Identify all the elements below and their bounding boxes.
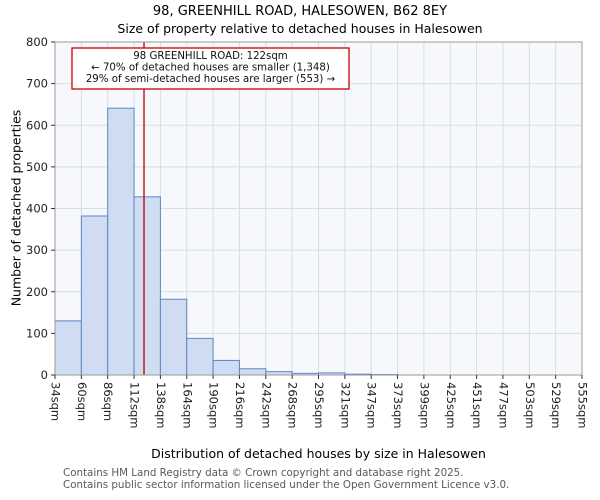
y-tick-label: 500: [26, 160, 48, 174]
y-tick-label: 800: [26, 35, 48, 49]
bar: [80, 215, 109, 376]
x-tick-label: 164sqm: [180, 382, 194, 428]
footer-line1: Contains HM Land Registry data © Crown c…: [63, 467, 464, 479]
x-tick-label: 555sqm: [576, 382, 590, 428]
x-tick-label: 112sqm: [128, 382, 142, 428]
x-tick-label: 399sqm: [417, 382, 431, 428]
bar: [54, 320, 82, 376]
bar: [159, 298, 188, 376]
x-tick-label: 190sqm: [207, 382, 221, 428]
y-tick-label: 600: [26, 118, 48, 132]
footer-line2: Contains public sector information licen…: [63, 478, 510, 491]
x-tick-label: 347sqm: [365, 382, 379, 428]
x-tick-label: 242sqm: [259, 382, 273, 428]
y-tick-label: 400: [26, 202, 48, 216]
x-tick-label: 138sqm: [154, 382, 168, 428]
x-tick-label: 451sqm: [470, 382, 484, 428]
y-axis-label: Number of detached properties: [8, 109, 23, 307]
bar: [107, 107, 135, 376]
x-tick-label: 216sqm: [233, 382, 247, 428]
y-tick-label: 300: [26, 243, 48, 257]
annotation-box: [71, 47, 350, 90]
y-tick-label: 200: [26, 285, 48, 299]
y-tick-label: 100: [26, 326, 48, 340]
x-tick-label: 60sqm: [75, 382, 89, 421]
x-tick-label: 268sqm: [286, 382, 300, 428]
x-tick-label: 373sqm: [391, 382, 405, 428]
bar: [186, 337, 214, 376]
bar: [212, 359, 240, 376]
chart-title: 98, GREENHILL ROAD, HALESOWEN, B62 8EY: [152, 4, 448, 19]
chart-subtitle: Size of property relative to detached ho…: [117, 21, 483, 36]
y-tick-label: 0: [41, 368, 48, 382]
x-tick-label: 321sqm: [338, 382, 352, 428]
x-tick-label: 503sqm: [523, 382, 537, 428]
x-tick-label: 34sqm: [49, 382, 63, 421]
x-tick-label: 295sqm: [312, 382, 326, 428]
x-tick-label: 86sqm: [101, 382, 115, 421]
x-tick-label: 529sqm: [549, 382, 563, 428]
x-tick-label: 425sqm: [444, 382, 458, 428]
annotation-line-1: 98 GREENHILL ROAD: 122sqm: [133, 51, 288, 62]
bar: [238, 368, 267, 376]
annotation-line-3: 29% of semi-detached houses are larger (…: [86, 74, 336, 85]
bar: [133, 196, 161, 376]
annotation-line-2: ← 70% of detached houses are smaller (1,…: [91, 63, 330, 74]
x-axis-label: Distribution of detached houses by size …: [151, 446, 486, 461]
x-tick-label: 477sqm: [496, 382, 510, 428]
y-tick-label: 700: [26, 77, 48, 91]
footer: Contains HM Land Registry data © Crown c…: [63, 467, 510, 491]
